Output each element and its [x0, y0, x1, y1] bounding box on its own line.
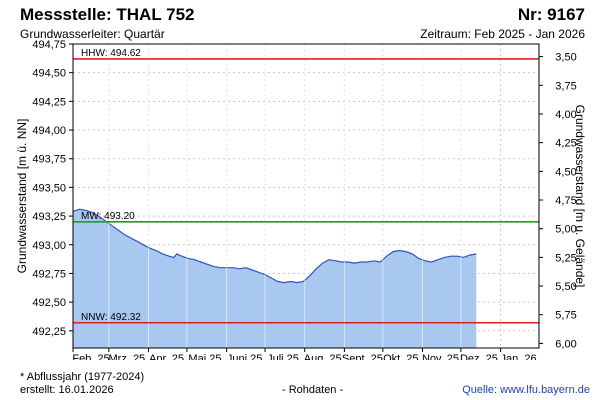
- y-tick-label-left: 494,00: [32, 125, 66, 137]
- y-tick-label-left: 494,25: [32, 96, 66, 108]
- x-tick-label: Aug. 25: [304, 353, 342, 360]
- x-tick-label: Juni 25: [227, 353, 262, 360]
- y-tick-label-right: 5,25: [555, 252, 576, 264]
- y-tick-label-right: 5,75: [555, 310, 576, 322]
- y-tick-label-right: 4,50: [555, 166, 576, 178]
- x-tick-label: Nov. 25: [422, 353, 459, 360]
- x-tick-label: Mrz. 25: [109, 353, 146, 360]
- y-tick-label-right: 5,50: [555, 281, 576, 293]
- x-tick-label: Sept. 25: [342, 353, 383, 360]
- station-number: Nr: 9167: [517, 5, 585, 24]
- water-level-series: [72, 44, 477, 348]
- footnote: * Abflussjahr (1977-2024): [20, 371, 145, 383]
- y-tick-label-left: 493,25: [32, 211, 66, 223]
- x-tick-label: Jan. 26: [501, 353, 537, 360]
- plot-frame: [72, 43, 540, 349]
- y-tick-label-right: 4,00: [555, 109, 576, 121]
- reference-lines: HHW: 494.62 MW: 493.20 NNW: 492.32: [73, 48, 539, 324]
- y-tick-label-left: 492,75: [32, 268, 66, 280]
- mw-label: MW: 493.20: [81, 211, 135, 222]
- created-date: erstellt: 16.01.2026: [20, 384, 114, 396]
- y-tick-label-left: 494,50: [32, 68, 66, 80]
- x-tick-label: Okt. 25: [383, 353, 418, 360]
- y-tick-label-left: 493,50: [32, 182, 66, 194]
- y-axis-left: 494,75 494,50 494,25 494,00 493,75 493,50 493,…: [32, 39, 73, 338]
- x-tick-label: Dez. 25: [460, 353, 498, 360]
- y-tick-label-left: 494,75: [32, 39, 66, 51]
- hhw-label: HHW: 494.62: [81, 48, 141, 59]
- x-tick-label: Feb. 25: [72, 353, 109, 360]
- y-tick-label-right: 4,75: [555, 195, 576, 207]
- y-tick-label-left: 492,25: [32, 326, 66, 338]
- y-tick-label-right: 6,00: [555, 338, 576, 350]
- source-link[interactable]: Quelle: www.lfu.bayern.de: [462, 384, 590, 396]
- period-label: Zeitraum: Feb 2025 - Jan 2026: [420, 27, 585, 41]
- raw-data-label: - Rohdaten -: [282, 384, 344, 396]
- water-level-line: [72, 208, 477, 284]
- aquifer-subtitle: Grundwasserleiter: Quartär: [20, 27, 165, 41]
- y-tick-label-right: 4,25: [555, 138, 576, 150]
- y-axis-title-left: Grundwasserstand [m ü. NN]: [15, 119, 29, 274]
- y-axis-title-right: Grundwasserstand [m u. Gelände]: [573, 105, 587, 288]
- y-axis-right: 3,50 3,75 4,00 4,25 4,50 4,75 5,00 5,25 5,50 5,75…: [539, 52, 577, 350]
- x-tick-label: Mai 25: [188, 353, 221, 360]
- station-title: Messstelle: THAL 752: [20, 5, 195, 24]
- y-tick-label-right: 5,00: [555, 224, 576, 236]
- x-tick-label: Apr. 25: [149, 353, 184, 360]
- y-tick-label-left: 493,75: [32, 154, 66, 166]
- y-tick-label-left: 493,00: [32, 240, 66, 252]
- water-level-area: [73, 209, 477, 348]
- y-tick-label-right: 3,75: [555, 80, 576, 92]
- y-tick-label-right: 3,50: [555, 52, 576, 64]
- nnw-label: NNW: 492.32: [81, 312, 141, 323]
- y-tick-label-left: 492,50: [32, 297, 66, 309]
- x-tick-label: Juli 25: [267, 353, 299, 360]
